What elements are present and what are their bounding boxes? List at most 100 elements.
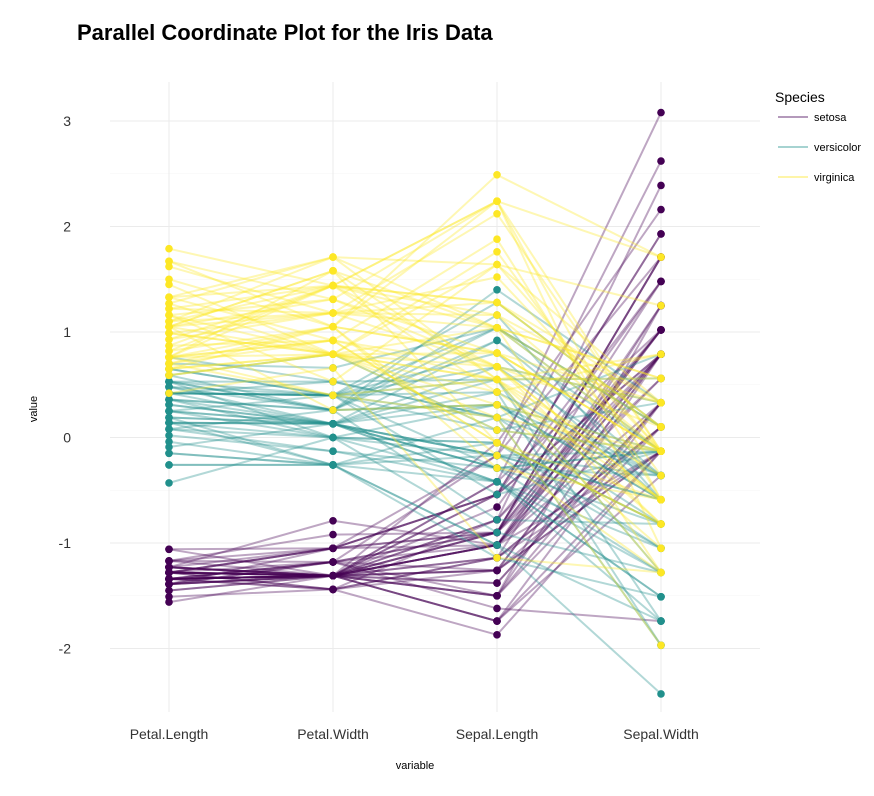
data-point-setosa — [165, 598, 173, 606]
series-line-versicolor — [168, 353, 662, 432]
data-point-virginica — [493, 464, 501, 472]
data-point-virginica — [493, 273, 501, 281]
series-line-versicolor — [168, 421, 662, 622]
series-line-virginica — [168, 325, 662, 550]
series-line-versicolor — [168, 416, 662, 525]
data-point-versicolor — [493, 516, 501, 524]
data-point-versicolor — [165, 479, 173, 487]
series-line-virginica — [168, 284, 662, 428]
series-line-versicolor — [168, 452, 662, 695]
series-line-versicolor — [168, 365, 662, 477]
data-point-virginica — [493, 413, 501, 422]
data-point-versicolor — [165, 431, 173, 440]
series-line-versicolor — [168, 409, 662, 525]
series-line-virginica — [168, 325, 662, 453]
series-line-virginica — [168, 353, 662, 453]
data-point-setosa — [657, 181, 665, 190]
data-point-setosa — [493, 617, 501, 625]
x-tick-label: Sepal.Length — [456, 726, 539, 742]
series-line-virginica — [168, 353, 662, 453]
data-point-virginica — [329, 406, 337, 414]
data-point-virginica — [165, 311, 173, 319]
data-point-virginica — [493, 401, 501, 409]
series-line-setosa — [168, 280, 662, 577]
data-point-virginica — [493, 375, 501, 384]
data-point-setosa — [657, 277, 665, 286]
series-line-versicolor — [168, 385, 662, 453]
data-point-versicolor — [165, 449, 173, 458]
series-line-setosa — [168, 160, 662, 580]
data-point-virginica — [165, 262, 173, 271]
series-line-setosa — [168, 353, 662, 577]
series-line-virginica — [168, 339, 662, 574]
series-line-setosa — [168, 426, 662, 597]
data-point-setosa — [165, 575, 173, 583]
data-point-virginica — [165, 389, 173, 398]
data-point-setosa — [165, 545, 173, 554]
series-line-versicolor — [168, 326, 662, 452]
series-line-virginica — [168, 256, 662, 307]
data-point-virginica — [493, 210, 501, 218]
data-point-virginica — [165, 335, 173, 344]
legend: Species setosa versicolor virginica — [775, 89, 861, 184]
y-axis: 3 2 1 0 -1 -2 — [59, 113, 72, 657]
series-line-versicolor — [168, 398, 662, 550]
series-line-versicolor — [168, 436, 662, 574]
series-line-setosa — [168, 450, 662, 580]
data-point-virginica — [657, 253, 665, 261]
data-point-virginica — [493, 363, 501, 371]
series-line-versicolor — [168, 326, 662, 428]
data-point-setosa — [657, 326, 665, 334]
series-line-setosa — [168, 353, 662, 597]
series-line-setosa — [168, 353, 662, 580]
data-point-versicolor — [165, 395, 173, 404]
data-point-virginica — [493, 451, 501, 460]
data-point-setosa — [329, 558, 337, 566]
series-line-setosa — [168, 402, 662, 585]
data-point-setosa — [657, 157, 665, 165]
series-line-versicolor — [168, 403, 662, 501]
series-line-virginica — [168, 212, 662, 452]
data-point-setosa — [493, 592, 501, 600]
series-line-setosa — [168, 112, 662, 574]
series-line-virginica — [168, 284, 662, 404]
series-line-versicolor — [168, 428, 662, 525]
data-point-virginica — [329, 253, 337, 261]
series-line-virginica — [168, 256, 662, 380]
data-point-setosa — [657, 108, 665, 117]
series-line-setosa — [168, 256, 662, 551]
data-point-versicolor — [329, 461, 337, 469]
series-line-setosa — [168, 402, 662, 597]
data-point-versicolor — [329, 447, 337, 456]
data-point-versicolor — [657, 593, 665, 601]
series-line-versicolor — [169, 463, 662, 623]
series-line-virginica — [168, 353, 662, 453]
data-point-setosa — [165, 557, 173, 565]
series-line-versicolor — [168, 421, 662, 574]
data-point-versicolor — [493, 528, 501, 537]
data-point-versicolor — [329, 433, 337, 442]
data-point-virginica — [165, 353, 173, 362]
series-line-versicolor — [168, 434, 662, 598]
data-point-virginica — [657, 398, 665, 407]
series-line-virginica — [168, 339, 662, 525]
series-line-setosa — [168, 353, 662, 569]
series-lines — [168, 112, 662, 695]
y-tick-label: -1 — [59, 535, 72, 551]
series-line-versicolor — [168, 394, 662, 453]
data-point-virginica — [329, 281, 337, 290]
series-line-virginica — [168, 298, 662, 453]
series-line-virginica — [168, 332, 662, 428]
series-line-setosa — [168, 184, 662, 591]
data-point-virginica — [493, 426, 501, 434]
series-line-virginica — [168, 284, 662, 452]
x-tick-label: Petal.Width — [297, 726, 369, 742]
data-point-virginica — [493, 349, 501, 357]
data-point-virginica — [493, 171, 501, 179]
series-line-versicolor — [168, 356, 662, 525]
data-point-setosa — [493, 604, 501, 613]
data-point-versicolor — [165, 443, 173, 451]
series-line-virginica — [168, 311, 662, 452]
legend-title: Species — [775, 89, 825, 105]
data-point-virginica — [657, 520, 665, 528]
